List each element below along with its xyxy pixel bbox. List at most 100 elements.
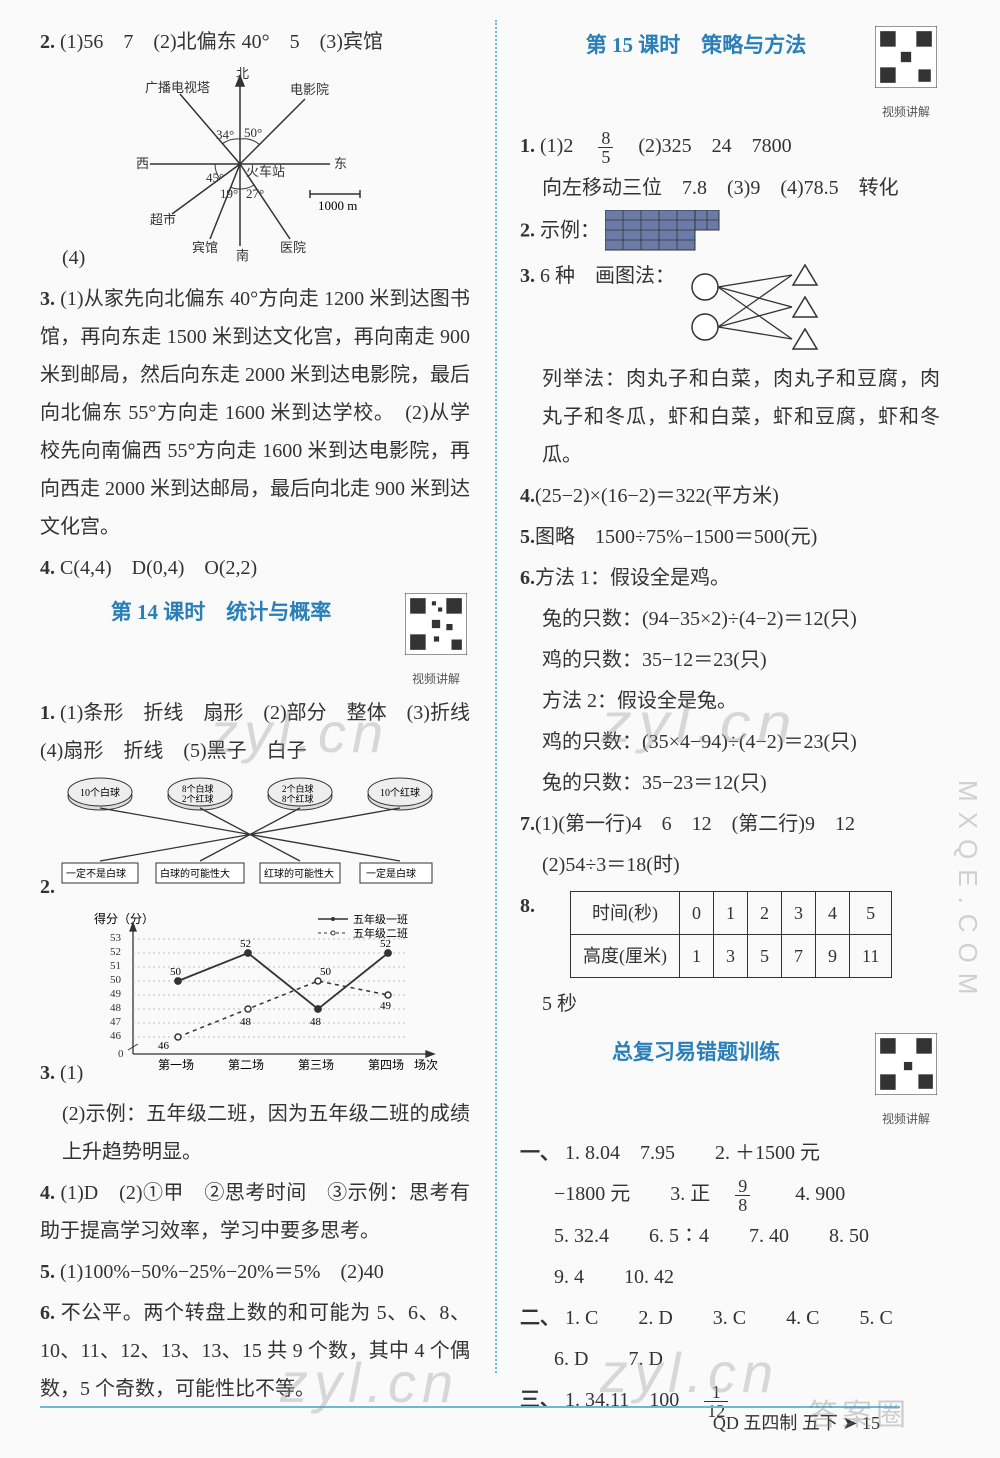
s14-q1: 1. (1)条形 折线 扇形 (2)部分 整体 (3)折线 (4)扇形 折线 (…	[40, 694, 470, 770]
s14-q4: 4. (1)D (2)①甲 ②思考时间 ③示例：思考有助于提高学习效率，学习中要…	[40, 1174, 470, 1250]
s14q4-text: (1)D (2)①甲 ②思考时间 ③示例：思考有助于提高学习效率，学习中要多思考…	[40, 1182, 470, 1242]
site-watermark: MXQE.COM	[943, 780, 992, 1004]
svg-text:49: 49	[110, 988, 122, 1000]
s15q3-listing: 列举法：肉丸子和白菜，肉丸子和豆腐，肉丸子和冬瓜，虾和白菜，虾和豆腐，虾和冬瓜。	[520, 360, 940, 474]
td: 3	[782, 891, 816, 934]
td: 4	[816, 891, 850, 934]
err1-l1: 1. 8.04 7.95 2. ＋1500 元	[565, 1142, 820, 1164]
s15q1-a: (1)2	[540, 135, 593, 157]
svg-text:白球的可能性大: 白球的可能性大	[160, 867, 230, 880]
svg-text:8个红球: 8个红球	[282, 793, 314, 804]
section-err-header: 视频讲解 总复习易错题训练	[520, 1033, 940, 1131]
stamp-watermark: 答案圈	[808, 1387, 910, 1444]
td: 0	[680, 891, 714, 934]
s14q5-text: (1)100%−50%−25%−20%＝5% (2)40	[60, 1261, 384, 1283]
s14-q5: 5. (1)100%−50%−25%−20%＝5% (2)40	[40, 1253, 470, 1291]
svg-text:1000 m: 1000 m	[318, 198, 357, 213]
q4: 4. C(4,4) D(0,4) O(2,2)	[40, 549, 470, 587]
right-column: 视频讲解 第 15 课时 策略与方法 1. (1)2 85 (2)325 24 …	[490, 20, 940, 1423]
s15q8-ans: 5 秒	[520, 985, 940, 1023]
line-chart: 得分（分） 五年级一班 五年级二班 53	[88, 1062, 448, 1084]
err1-l2b: 4. 900	[755, 1183, 845, 1205]
section-15-header: 视频讲解 第 15 课时 策略与方法	[520, 26, 940, 124]
svg-text:50°: 50°	[244, 125, 262, 140]
svg-text:52: 52	[110, 946, 121, 958]
svg-text:34°: 34°	[216, 127, 234, 142]
q4-label: 4.	[40, 557, 55, 579]
svg-text:宾馆: 宾馆	[192, 240, 218, 255]
left-column: 2. (1)56 7 (2)北偏东 40° 5 (3)宾馆 (4)	[40, 20, 490, 1423]
s15q6-l1: 方法 1：假设全是鸡。	[535, 567, 730, 589]
qr-icon	[875, 1033, 937, 1095]
q2-label: 2.	[40, 31, 55, 53]
s15q6-label: 6.	[520, 567, 535, 589]
svg-text:南: 南	[236, 248, 249, 263]
svg-text:第一场: 第一场	[158, 1058, 194, 1072]
err1-l2: −1800 元 3. 正 98 4. 900	[520, 1175, 940, 1214]
s15q7-l1: (1)(第一行)4 6 12 (第二行)9 12	[535, 813, 855, 835]
q4-text: C(4,4) D(0,4) O(2,2)	[60, 557, 257, 579]
s15q3-text: 6 种 画图法：	[540, 265, 675, 287]
svg-text:2个红球: 2个红球	[182, 793, 214, 804]
svg-text:一定不是白球: 一定不是白球	[66, 867, 126, 880]
svg-text:47: 47	[110, 1016, 122, 1028]
svg-text:19°: 19°	[220, 186, 238, 201]
s15q6-l4: 方法 2：假设全是兔。	[520, 682, 940, 720]
td: 5	[748, 934, 782, 977]
s15q8-label: 8.	[520, 895, 535, 917]
svg-text:电影院: 电影院	[290, 82, 329, 97]
s15q3-label: 3.	[520, 265, 535, 287]
qr-label: 视频讲解	[872, 101, 940, 124]
s14q6-text: 不公平。两个转盘上数的和可能为 5、6、8、10、11、12、13、13、15 …	[40, 1302, 470, 1400]
s15q6-l6: 兔的只数：35−23＝12(只)	[520, 764, 940, 802]
svg-text:46: 46	[110, 1030, 122, 1042]
s14q6-label: 6.	[40, 1302, 55, 1324]
s14q4-label: 4.	[40, 1182, 55, 1204]
s15q5-label: 5.	[520, 526, 535, 548]
svg-text:48: 48	[110, 1002, 122, 1014]
svg-text:得分（分）: 得分（分）	[94, 911, 154, 926]
s15q6-l3: 鸡的只数：35−12＝23(只)	[520, 641, 940, 679]
err1-l2a: −1800 元 3. 正	[554, 1183, 730, 1205]
svg-text:50: 50	[170, 966, 182, 978]
s15q2-label: 2.	[520, 219, 535, 241]
err1-label: 一、	[520, 1142, 560, 1164]
q2-p4-label: (4)	[62, 247, 85, 269]
q3-label: 3.	[40, 288, 55, 310]
qr-label: 视频讲解	[872, 1108, 940, 1131]
svg-text:45°: 45°	[206, 170, 224, 185]
svg-text:一定是白球: 一定是白球	[366, 867, 416, 880]
td: 3	[714, 934, 748, 977]
s15q6: 6.方法 1：假设全是鸡。	[520, 559, 940, 597]
td: 11	[850, 934, 892, 977]
svg-text:27°: 27°	[246, 186, 264, 201]
svg-text:第三场: 第三场	[298, 1058, 334, 1072]
q2-part4: (4)	[40, 64, 470, 277]
s14q5-label: 5.	[40, 1261, 55, 1283]
svg-text:医院: 医院	[280, 240, 306, 255]
svg-text:2个白球: 2个白球	[282, 783, 314, 794]
bipartite-diagram	[680, 265, 840, 287]
svg-text:东: 东	[334, 156, 347, 171]
svg-text:10个白球: 10个白球	[80, 786, 120, 799]
s15q8: 8. 时间(秒) 0 1 2 3 4 5 高度(厘米) 1 3 5 7	[520, 887, 940, 982]
err1-l3: 5. 32.4 6. 5∶4 7. 40 8. 50	[520, 1217, 940, 1255]
section-14-header: 视频讲解 第 14 课时 统计与概率	[40, 593, 470, 691]
compass-diagram: 北 南 东 西 火车站 广播电视塔 电影院 超市 宾馆 医院 34° 50° 4…	[90, 247, 390, 269]
svg-text:红球的可能性大: 红球的可能性大	[264, 867, 334, 880]
svg-text:第二场: 第二场	[228, 1058, 264, 1072]
fraction: 98	[735, 1177, 750, 1214]
q2-parts: (1)56 7 (2)北偏东 40° 5 (3)宾馆	[60, 31, 383, 53]
s14q3-p2: (2)示例：五年级二班，因为五年级二班的成绩上升趋势明显。	[40, 1095, 470, 1171]
svg-text:火车站: 火车站	[246, 164, 285, 179]
s15q5-text: 图略 1500÷75%−1500＝500(元)	[535, 526, 817, 548]
td: 2	[748, 891, 782, 934]
th: 时间(秒)	[571, 891, 680, 934]
err2-l1: 1. C 2. D 3. C 4. C 5. C	[565, 1307, 893, 1329]
q3-text: (1)从家先向北偏东 40°方向走 1200 米到达图书馆，再向东走 1500 …	[40, 288, 470, 538]
svg-text:超市: 超市	[150, 212, 176, 227]
s15q1-label: 1.	[520, 135, 535, 157]
svg-text:北: 北	[236, 66, 249, 81]
s15q2: 2. 示例：	[520, 210, 940, 254]
s14q3-label: 3.	[40, 1062, 55, 1084]
